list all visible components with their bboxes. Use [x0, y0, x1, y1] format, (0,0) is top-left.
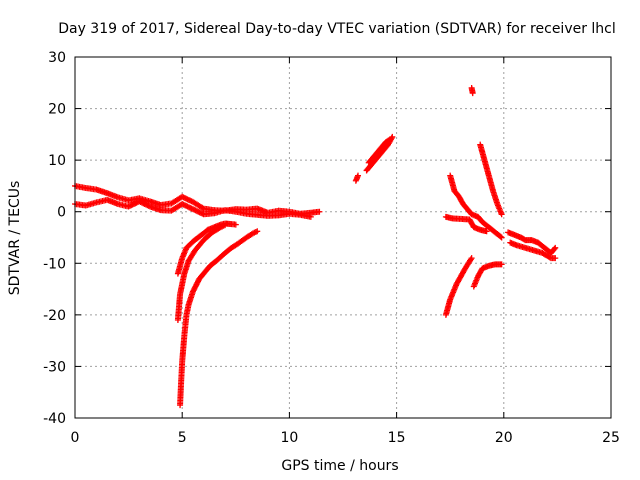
data-point	[222, 222, 229, 229]
x-tick-label: 0	[71, 430, 80, 446]
data-point	[254, 228, 261, 235]
data-points	[72, 84, 559, 409]
x-tick-label: 15	[388, 430, 406, 446]
y-tick-label: 10	[48, 153, 66, 169]
x-axis-label: GPS time / hours	[281, 458, 398, 474]
y-tick-label: -20	[43, 308, 66, 324]
data-point	[469, 90, 476, 97]
data-point	[467, 256, 474, 263]
y-tick-label: -10	[43, 256, 66, 272]
data-point	[483, 228, 490, 235]
grid-lines	[75, 57, 611, 418]
axis-ticks: 0 5 10 15 20 25 -40 -30 -20 -10 0 10 20 30	[43, 50, 620, 446]
data-point	[232, 221, 239, 228]
chart-title: Day 319 of 2017, Sidereal Day-to-day VTE…	[58, 21, 616, 37]
x-tick-label: 10	[280, 430, 298, 446]
data-point	[552, 244, 559, 251]
data-point	[355, 172, 362, 179]
data-point	[552, 255, 559, 262]
data-point	[497, 233, 504, 240]
data-point	[307, 213, 314, 220]
y-tick-label: -40	[43, 411, 66, 427]
y-axis-label: SDTVAR / TECUs	[7, 181, 23, 296]
x-tick-label: 25	[602, 430, 620, 446]
data-point	[498, 211, 505, 218]
data-point	[498, 261, 505, 268]
y-tick-label: 30	[48, 50, 66, 66]
y-tick-label: 20	[48, 102, 66, 118]
data-point	[546, 254, 553, 261]
data-point	[551, 245, 558, 252]
data-point	[468, 255, 475, 262]
x-tick-label: 20	[495, 430, 513, 446]
x-tick-label: 5	[178, 430, 187, 446]
data-point	[387, 136, 394, 143]
y-tick-label: 0	[57, 205, 66, 221]
data-point	[498, 234, 505, 241]
y-tick-label: -30	[43, 359, 66, 375]
plot-frame	[74, 56, 612, 419]
data-point	[199, 204, 206, 211]
data-point	[316, 208, 323, 215]
